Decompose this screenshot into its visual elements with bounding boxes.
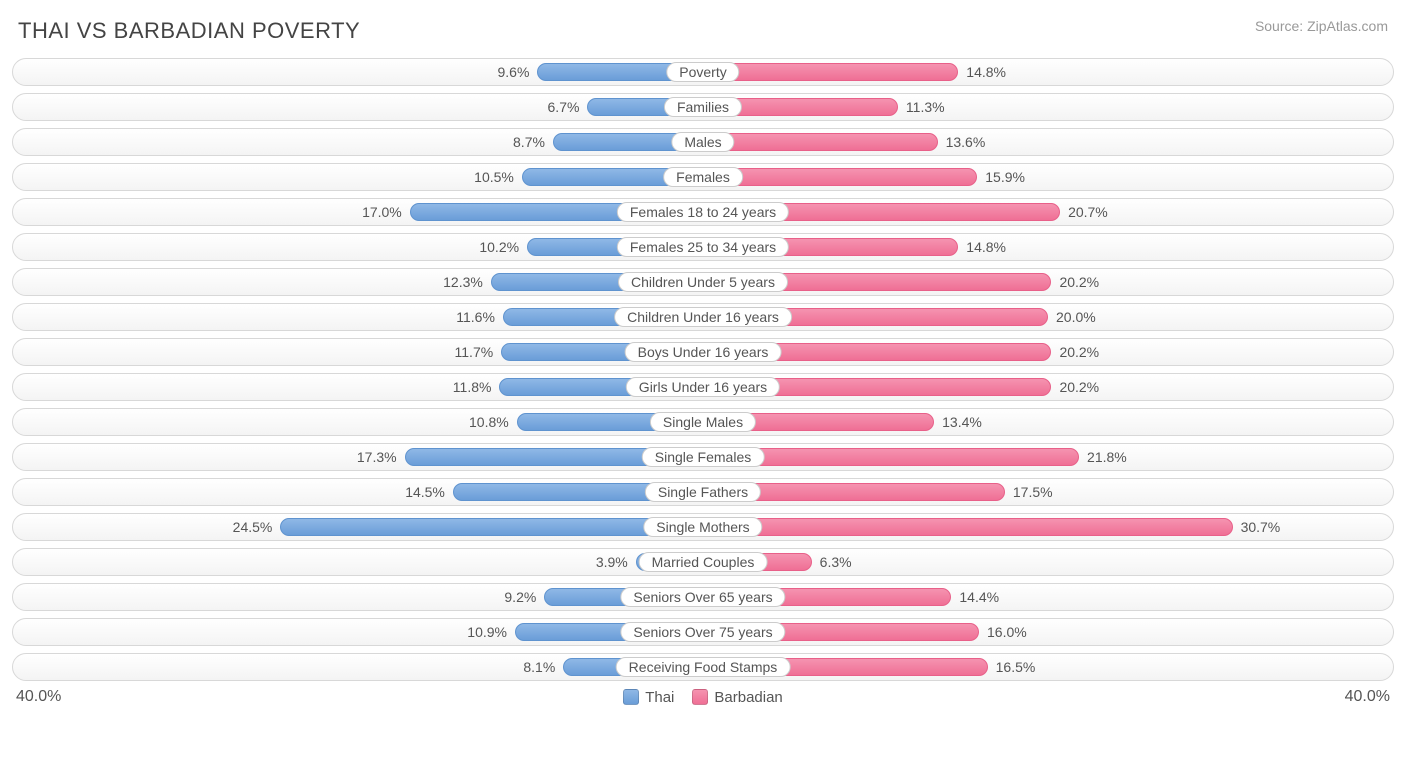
bar-barbadian xyxy=(703,63,958,81)
value-label-thai: 8.1% xyxy=(523,659,555,675)
value-label-barbadian: 13.4% xyxy=(942,414,982,430)
axis-right-max: 40.0% xyxy=(1345,688,1390,706)
value-label-barbadian: 20.0% xyxy=(1056,309,1096,325)
value-label-barbadian: 15.9% xyxy=(985,169,1025,185)
legend-swatch-thai xyxy=(623,689,639,705)
value-label-thai: 17.3% xyxy=(357,449,397,465)
value-label-barbadian: 16.0% xyxy=(987,624,1027,640)
category-label: Females xyxy=(663,167,743,187)
category-label: Single Fathers xyxy=(645,482,761,502)
chart-row: 12.3% 20.2% Children Under 5 years xyxy=(12,268,1394,296)
legend-item-barbadian: Barbadian xyxy=(692,689,782,706)
chart-row: 10.2% 14.8% Females 25 to 34 years xyxy=(12,233,1394,261)
value-label-barbadian: 6.3% xyxy=(820,554,852,570)
value-label-thai: 12.3% xyxy=(443,274,483,290)
value-label-thai: 8.7% xyxy=(513,134,545,150)
category-label: Single Females xyxy=(642,447,765,467)
chart-row: 10.5% 15.9% Females xyxy=(12,163,1394,191)
value-label-thai: 9.2% xyxy=(504,589,536,605)
value-label-barbadian: 11.3% xyxy=(906,99,945,115)
chart-footer: 40.0% Thai Barbadian 40.0% xyxy=(12,688,1394,706)
category-label: Poverty xyxy=(666,62,739,82)
value-label-barbadian: 13.6% xyxy=(946,134,986,150)
value-label-thai: 3.9% xyxy=(596,554,628,570)
category-label: Girls Under 16 years xyxy=(626,377,780,397)
value-label-thai: 24.5% xyxy=(233,519,273,535)
axis-left-max: 40.0% xyxy=(16,688,61,706)
category-label: Single Mothers xyxy=(643,517,762,537)
legend-label: Barbadian xyxy=(714,689,782,706)
value-label-thai: 11.7% xyxy=(455,344,494,360)
bar-barbadian xyxy=(703,168,977,186)
chart-row: 9.6% 14.8% Poverty xyxy=(12,58,1394,86)
category-label: Males xyxy=(671,132,734,152)
category-label: Children Under 5 years xyxy=(618,272,788,292)
value-label-barbadian: 20.7% xyxy=(1068,204,1108,220)
bar-thai xyxy=(280,518,703,536)
legend-label: Thai xyxy=(645,689,674,706)
value-label-barbadian: 14.4% xyxy=(959,589,999,605)
value-label-thai: 17.0% xyxy=(362,204,402,220)
category-label: Females 25 to 34 years xyxy=(617,237,789,257)
chart-title: THAI VS BARBADIAN POVERTY xyxy=(18,18,360,44)
category-label: Females 18 to 24 years xyxy=(617,202,789,222)
chart-row: 9.2% 14.4% Seniors Over 65 years xyxy=(12,583,1394,611)
value-label-thai: 9.6% xyxy=(497,64,529,80)
category-label: Receiving Food Stamps xyxy=(616,657,791,677)
legend-item-thai: Thai xyxy=(623,689,674,706)
value-label-barbadian: 16.5% xyxy=(996,659,1036,675)
category-label: Single Males xyxy=(650,412,756,432)
value-label-thai: 10.8% xyxy=(469,414,509,430)
value-label-barbadian: 20.2% xyxy=(1059,274,1099,290)
chart-row: 10.9% 16.0% Seniors Over 75 years xyxy=(12,618,1394,646)
category-label: Families xyxy=(664,97,742,117)
value-label-barbadian: 30.7% xyxy=(1241,519,1281,535)
value-label-barbadian: 17.5% xyxy=(1013,484,1053,500)
legend: Thai Barbadian xyxy=(623,689,783,706)
chart-row: 11.6% 20.0% Children Under 16 years xyxy=(12,303,1394,331)
value-label-barbadian: 20.2% xyxy=(1059,344,1099,360)
bar-barbadian xyxy=(703,518,1233,536)
chart-header: THAI VS BARBADIAN POVERTY Source: ZipAtl… xyxy=(12,18,1394,44)
chart-row: 10.8% 13.4% Single Males xyxy=(12,408,1394,436)
chart-row: 8.7% 13.6% Males xyxy=(12,128,1394,156)
legend-swatch-barbadian xyxy=(692,689,708,705)
chart-source: Source: ZipAtlas.com xyxy=(1255,18,1388,34)
category-label: Children Under 16 years xyxy=(614,307,792,327)
diverging-bar-chart: 9.6% 14.8% Poverty 6.7% 11.3% Families 8.7% 13.… xyxy=(12,58,1394,681)
value-label-barbadian: 14.8% xyxy=(966,239,1006,255)
value-label-thai: 6.7% xyxy=(548,99,580,115)
chart-row: 14.5% 17.5% Single Fathers xyxy=(12,478,1394,506)
value-label-thai: 10.2% xyxy=(479,239,519,255)
category-label: Seniors Over 75 years xyxy=(620,622,785,642)
bar-barbadian xyxy=(703,133,938,151)
chart-row: 11.7% 20.2% Boys Under 16 years xyxy=(12,338,1394,366)
chart-row: 6.7% 11.3% Families xyxy=(12,93,1394,121)
category-label: Married Couples xyxy=(639,552,768,572)
value-label-barbadian: 21.8% xyxy=(1087,449,1127,465)
chart-row: 3.9% 6.3% Married Couples xyxy=(12,548,1394,576)
value-label-thai: 10.5% xyxy=(474,169,514,185)
value-label-thai: 14.5% xyxy=(405,484,445,500)
value-label-thai: 11.8% xyxy=(453,379,492,395)
chart-row: 24.5% 30.7% Single Mothers xyxy=(12,513,1394,541)
value-label-thai: 10.9% xyxy=(467,624,507,640)
value-label-barbadian: 14.8% xyxy=(966,64,1006,80)
chart-row: 17.3% 21.8% Single Females xyxy=(12,443,1394,471)
chart-row: 8.1% 16.5% Receiving Food Stamps xyxy=(12,653,1394,681)
chart-row: 11.8% 20.2% Girls Under 16 years xyxy=(12,373,1394,401)
chart-row: 17.0% 20.7% Females 18 to 24 years xyxy=(12,198,1394,226)
category-label: Boys Under 16 years xyxy=(625,342,782,362)
value-label-barbadian: 20.2% xyxy=(1059,379,1099,395)
value-label-thai: 11.6% xyxy=(456,309,495,325)
category-label: Seniors Over 65 years xyxy=(620,587,785,607)
